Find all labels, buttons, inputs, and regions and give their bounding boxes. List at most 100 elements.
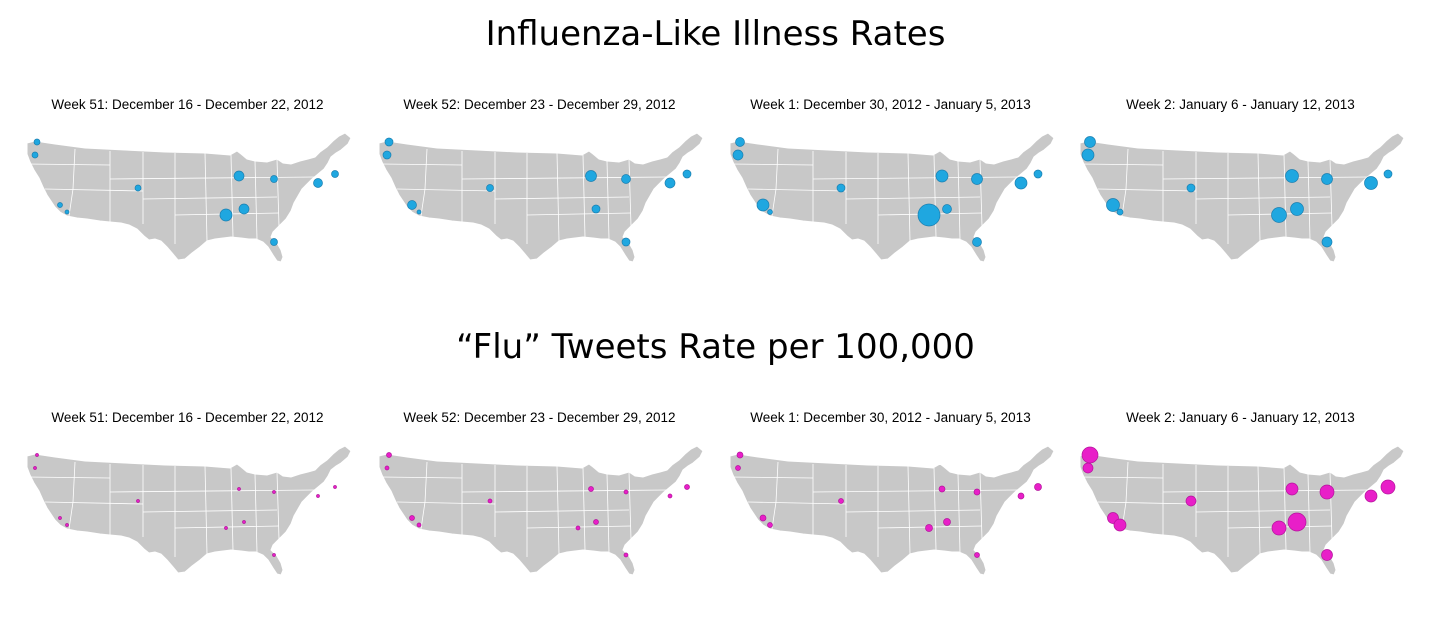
city-bubble-san-diego (1116, 208, 1124, 216)
state-border (1195, 196, 1331, 200)
city-bubble-san-diego (416, 522, 422, 528)
panel-week-title: Week 2: January 6 - January 12, 2013 (1126, 410, 1355, 425)
city-bubble-seattle (384, 137, 394, 147)
panel-week-title: Week 51: December 16 - December 22, 2012 (51, 410, 324, 425)
state-border (1329, 158, 1333, 227)
state-border (68, 148, 76, 217)
tweets-map-panel: Week 52: December 23 - December 29, 2012 (367, 410, 712, 610)
state-border (907, 465, 911, 555)
state-border (142, 196, 278, 200)
city-bubble-los-angeles (407, 200, 417, 210)
city-bubble-los-angeles (409, 515, 415, 521)
state-border (957, 160, 961, 240)
state-border (556, 152, 560, 242)
city-bubble-new-york (667, 493, 673, 499)
state-border (606, 473, 610, 553)
state-border (1257, 465, 1261, 555)
us-outline (378, 132, 704, 263)
state-border (933, 467, 937, 551)
city-bubble-portland (732, 149, 744, 161)
city-bubble-los-angeles (1106, 198, 1120, 212)
city-bubble-cleveland (971, 173, 983, 185)
city-bubble-portland (1081, 148, 1095, 162)
state-border (628, 158, 632, 227)
city-bubble-boston (1033, 169, 1043, 179)
city-bubble-atlanta (623, 552, 629, 558)
city-bubble-atlanta (1321, 549, 1333, 561)
city-bubble-boston (684, 484, 690, 490)
city-bubble-boston (1383, 169, 1393, 179)
city-bubble-cleveland (270, 175, 278, 183)
state-border (628, 471, 632, 540)
city-bubble-san-diego (767, 209, 773, 215)
tweets-map-panel: Week 1: December 30, 2012 - January 5, 2… (718, 410, 1063, 610)
city-bubble-seattle (386, 452, 392, 458)
state-border (729, 476, 814, 479)
city-bubble-portland (31, 151, 39, 159)
city-bubble-portland (33, 466, 37, 470)
city-bubble-cleveland (621, 174, 631, 184)
state-border (979, 158, 983, 227)
city-bubble-chicago (1285, 482, 1299, 496)
state-border (461, 176, 668, 180)
state-border (494, 196, 630, 200)
city-bubble-los-angeles (58, 516, 62, 520)
state-border (526, 212, 632, 216)
city-bubble-memphis (219, 208, 233, 222)
city-bubble-seattle (33, 138, 41, 146)
state-border (1307, 160, 1311, 240)
state-border (907, 152, 911, 242)
state-border (1283, 154, 1287, 238)
tweets-section-title: “Flu” Tweets Rate per 100,000 (456, 327, 975, 367)
city-bubble-denver (838, 498, 844, 504)
city-bubble-denver (487, 498, 493, 504)
city-bubble-san-diego (1113, 518, 1127, 532)
city-bubble-chicago (935, 169, 949, 183)
state-border (276, 158, 280, 227)
city-bubble-nashville (942, 204, 952, 214)
us-map (378, 445, 704, 576)
panel-week-title: Week 52: December 23 - December 29, 2012 (403, 97, 676, 112)
city-bubble-denver (136, 499, 140, 503)
state-border (729, 163, 814, 166)
us-map (26, 445, 352, 576)
us-map (26, 132, 352, 263)
city-bubble-denver (1185, 495, 1197, 507)
city-bubble-chicago (585, 170, 597, 182)
state-border (606, 160, 610, 240)
state-border (420, 148, 428, 217)
city-bubble-memphis (925, 524, 933, 532)
city-bubble-boston (1380, 479, 1396, 495)
city-bubble-chicago (233, 170, 245, 182)
state-border (68, 461, 76, 530)
us-map (729, 132, 1055, 263)
us-outline (26, 132, 352, 263)
city-bubble-cleveland (623, 489, 629, 495)
us-map (378, 132, 704, 263)
state-border (26, 163, 111, 166)
city-bubble-denver (134, 184, 142, 192)
ili-map-panel: Week 1: December 30, 2012 - January 5, 2… (718, 97, 1063, 297)
us-outline (26, 445, 352, 576)
state-border (845, 196, 981, 200)
panel-week-title: Week 1: December 30, 2012 - January 5, 2… (750, 410, 1031, 425)
city-bubble-boston (333, 485, 337, 489)
us-outline (729, 132, 1055, 263)
city-bubble-atlanta (1321, 236, 1333, 248)
city-bubble-new-york (664, 177, 676, 189)
city-bubble-chicago (1285, 169, 1299, 183)
city-bubble-denver (486, 184, 494, 192)
state-border (1121, 148, 1129, 217)
tweets-map-panel: Week 2: January 6 - January 12, 2013 (1068, 410, 1413, 610)
city-bubble-memphis (575, 525, 581, 531)
state-border (494, 509, 630, 513)
city-bubble-nashville (242, 520, 246, 524)
state-border (771, 148, 779, 217)
state-border (979, 471, 983, 540)
state-border (396, 501, 496, 505)
city-bubble-atlanta (270, 238, 278, 246)
city-bubble-denver (1186, 183, 1196, 193)
state-border (1097, 188, 1197, 192)
us-map (1079, 132, 1405, 263)
state-border (747, 188, 847, 192)
